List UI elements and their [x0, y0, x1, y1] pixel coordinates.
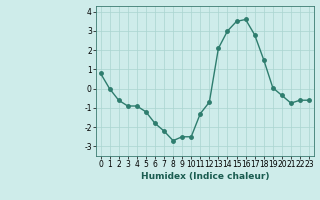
X-axis label: Humidex (Indice chaleur): Humidex (Indice chaleur)	[140, 172, 269, 181]
